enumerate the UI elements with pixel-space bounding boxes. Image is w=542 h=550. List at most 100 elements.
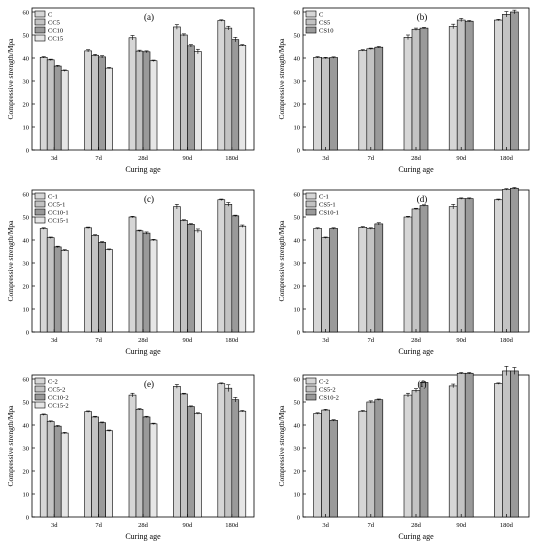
y-tick-label: 60 <box>294 10 301 17</box>
x-tick-label: 90d <box>456 522 467 529</box>
y-tick-label: 50 <box>23 215 30 222</box>
x-tick-label: 180d <box>500 155 514 162</box>
y-tick-label: 60 <box>23 377 30 384</box>
legend-swatch <box>34 26 46 34</box>
bar <box>321 237 330 333</box>
bar <box>494 199 503 333</box>
y-tick-label: 40 <box>294 238 301 245</box>
x-tick-label: 7d <box>95 155 102 162</box>
x-tick-label: 28d <box>411 522 422 529</box>
bar <box>358 410 368 518</box>
bar <box>91 235 99 333</box>
bar <box>403 216 413 333</box>
legend-label: C-2 <box>319 379 329 386</box>
y-tick-label: 60 <box>294 377 301 384</box>
bar <box>173 26 181 151</box>
y-tick-label: 50 <box>294 33 301 40</box>
y-tick-label: 40 <box>23 238 30 245</box>
bar <box>135 50 144 151</box>
bar <box>510 11 519 151</box>
legend-swatch <box>305 10 317 18</box>
bar <box>411 390 421 518</box>
panel-label: (b) <box>417 12 428 22</box>
y-axis-label: Compressive strength/Mpa <box>6 220 15 302</box>
x-tick-label: 28d <box>138 337 149 344</box>
y-axis-label: Compressive strength/Mpa <box>277 220 286 302</box>
legend-swatch <box>34 34 46 42</box>
x-tick-label: 90d <box>183 337 194 344</box>
bar <box>224 387 233 518</box>
chart-panel: 0 10 20 30 40 50 60 3d 7d 28d 90d 180d Curing age Com… <box>277 7 530 174</box>
y-tick-label: 0 <box>26 515 29 522</box>
legend-swatch <box>34 216 46 224</box>
x-axis-label: Curing age <box>398 347 434 356</box>
bar <box>411 208 421 333</box>
bar <box>456 372 466 518</box>
bar <box>329 57 338 151</box>
y-tick-label: 30 <box>294 446 301 453</box>
bar <box>374 46 384 151</box>
legend-label: CC10 <box>48 28 63 35</box>
x-tick-label: 7d <box>368 522 375 529</box>
bar <box>329 228 338 333</box>
bar <box>456 198 466 333</box>
bar <box>46 237 55 333</box>
bar <box>464 198 474 333</box>
panel-label: (a) <box>144 12 154 22</box>
y-tick-label: 10 <box>23 125 30 132</box>
legend-swatch <box>305 200 317 208</box>
x-tick-label: 7d <box>368 337 375 344</box>
bar <box>358 227 368 333</box>
bar <box>313 413 322 518</box>
bar <box>329 420 338 518</box>
y-axis-label: Compressive strength/Mpa <box>6 38 15 120</box>
y-tick-label: 20 <box>294 469 301 476</box>
bar <box>510 187 519 333</box>
bar <box>217 199 226 333</box>
legend-label: C <box>319 12 323 19</box>
y-tick-label: 0 <box>297 330 300 337</box>
y-tick-label: 30 <box>294 261 301 268</box>
bar <box>502 370 511 518</box>
x-tick-label: 90d <box>456 155 467 162</box>
x-tick-label: 180d <box>225 522 239 529</box>
bar <box>142 51 151 151</box>
legend-label: CC15-1 <box>48 218 69 225</box>
bar <box>173 206 181 333</box>
y-tick-label: 40 <box>294 56 301 63</box>
x-tick-label: 28d <box>138 155 149 162</box>
y-tick-label: 50 <box>294 400 301 407</box>
legend-swatch <box>305 192 317 200</box>
y-tick-label: 50 <box>23 33 30 40</box>
panel-label: (d) <box>417 194 428 204</box>
legend-swatch <box>34 385 46 393</box>
legend-label: C-2 <box>48 379 58 386</box>
x-tick-label: 180d <box>225 155 239 162</box>
bar <box>39 228 48 333</box>
bar <box>53 65 62 151</box>
bar <box>53 425 62 518</box>
bar <box>494 383 503 518</box>
bar <box>128 394 137 518</box>
bar <box>194 413 202 518</box>
legend-label: CS10-2 <box>319 395 339 402</box>
y-tick-label: 30 <box>23 261 30 268</box>
y-tick-label: 30 <box>23 446 30 453</box>
y-axis-label: Compressive strength/Mpa <box>277 38 286 120</box>
y-tick-label: 20 <box>23 102 30 109</box>
legend-swatch <box>305 393 317 401</box>
bar <box>53 246 62 333</box>
bar <box>149 423 158 518</box>
bar <box>374 223 384 333</box>
legend-label: CC5 <box>48 20 60 27</box>
legend-swatch <box>34 393 46 401</box>
x-tick-label: 3d <box>322 522 329 529</box>
x-tick-label: 7d <box>95 337 102 344</box>
legend-label: C <box>48 12 52 19</box>
legend-swatch <box>34 18 46 26</box>
bar <box>180 220 188 333</box>
bar <box>358 50 368 151</box>
bar <box>128 216 137 333</box>
